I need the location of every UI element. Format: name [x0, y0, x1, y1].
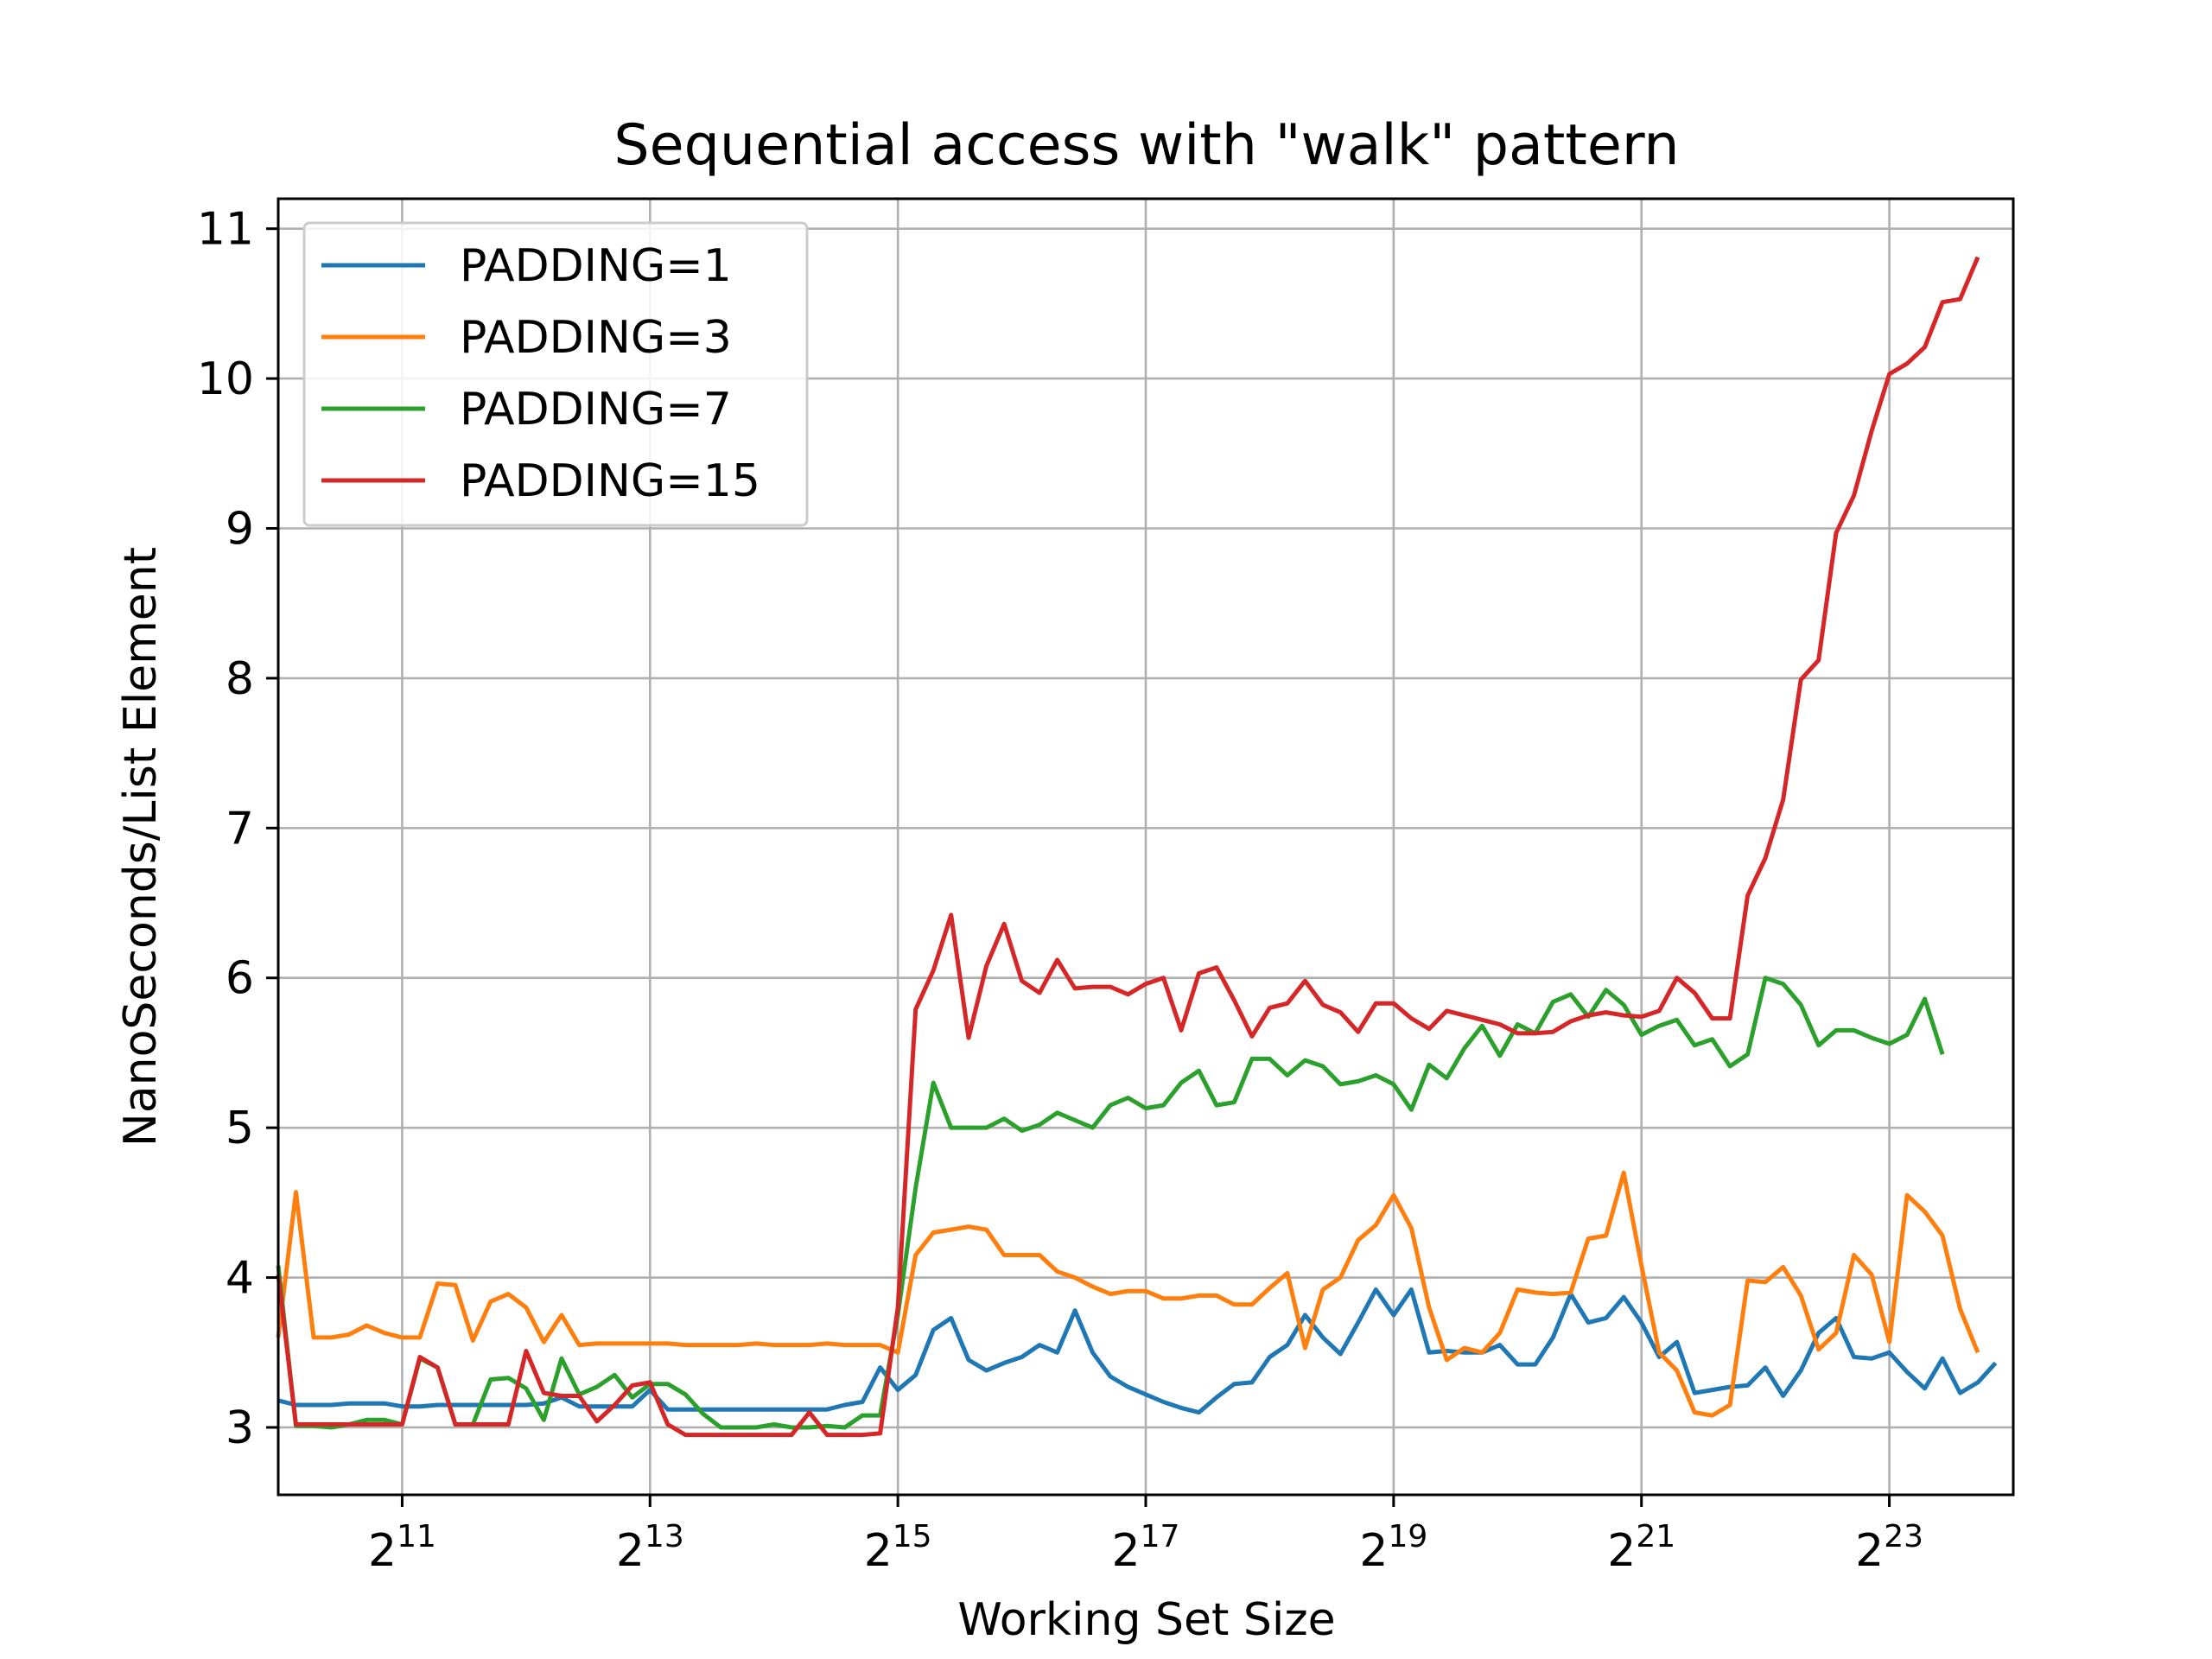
y-tick-label: 11	[197, 204, 254, 256]
x-tick-label: 223	[1855, 1519, 1923, 1577]
grid	[278, 199, 2013, 1495]
legend-box	[302, 221, 809, 527]
chart-title: Sequential access with "walk" pattern	[613, 113, 1679, 178]
x-tick-label: 211	[368, 1519, 436, 1577]
y-tick-label: 4	[226, 1253, 254, 1305]
legend: PADDING=1 PADDING=3 PADDING=7 PADDING=15	[302, 221, 809, 527]
y-tick-label: 7	[226, 803, 254, 855]
y-tick-label: 9	[226, 504, 254, 556]
y-axis: 3 4 5 6 7 8 9 10 11	[197, 204, 278, 1454]
x-tick-label: 217	[1112, 1519, 1180, 1577]
x-axis-label: Working Set Size	[957, 1594, 1335, 1646]
series-line	[276, 1170, 1980, 1418]
x-tick-label: 213	[616, 1519, 684, 1577]
y-tick-label: 10	[197, 353, 254, 405]
y-tick-label: 3	[226, 1402, 254, 1454]
legend-entry-label: PADDING=15	[460, 455, 760, 507]
series-line	[276, 976, 1945, 1430]
x-axis: 211 213 215 217 219 221 223	[368, 1495, 1923, 1577]
y-tick-label: 5	[226, 1103, 254, 1154]
x-tick-label: 219	[1359, 1519, 1427, 1577]
y-axis-label: NanoSeconds/List Element	[115, 547, 167, 1147]
legend-entry-label: PADDING=3	[460, 312, 732, 364]
y-tick-label: 6	[226, 953, 254, 1005]
y-tick-label: 8	[226, 653, 254, 705]
x-tick-label: 215	[864, 1519, 932, 1577]
legend-entry-label: PADDING=7	[460, 384, 732, 435]
series-line	[276, 256, 1980, 1438]
legend-entry-label: PADDING=1	[460, 240, 732, 292]
series-line	[277, 1287, 1998, 1415]
series-group	[276, 256, 1998, 1438]
x-tick-label: 221	[1607, 1519, 1675, 1577]
